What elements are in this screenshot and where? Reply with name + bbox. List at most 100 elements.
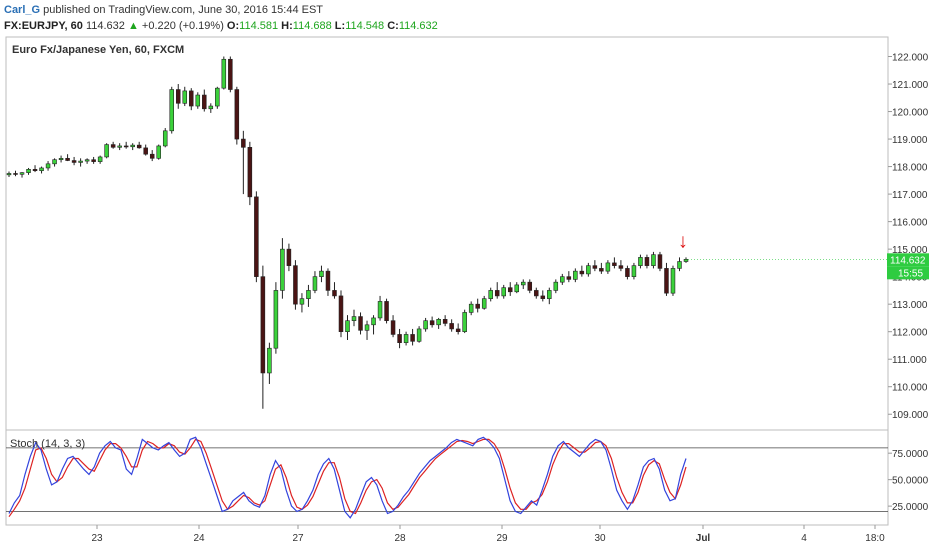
candles-layer	[6, 56, 888, 409]
time-tick-label: 18:0	[865, 533, 885, 544]
candle	[91, 156, 96, 164]
candle	[26, 167, 31, 175]
candle-body	[306, 290, 311, 299]
candle-body	[325, 270, 331, 291]
candle-body	[397, 334, 402, 343]
candle-body	[202, 94, 207, 110]
candle-body	[560, 276, 565, 283]
candle-body	[32, 169, 38, 172]
candle-body	[377, 301, 383, 319]
candle-body	[84, 159, 90, 162]
candle	[651, 251, 656, 269]
candle	[423, 317, 428, 332]
candle	[644, 254, 650, 269]
candle-body	[351, 316, 357, 321]
candle	[592, 260, 598, 272]
candle	[332, 282, 337, 299]
candle-body	[534, 290, 539, 297]
candle-body	[156, 145, 161, 159]
candle	[358, 312, 363, 335]
candle-body	[586, 265, 591, 275]
price-tick-label: 109.000	[892, 410, 929, 421]
last-price-label: 114.632	[890, 255, 926, 266]
candle	[670, 265, 676, 296]
candle-body	[117, 145, 122, 148]
candle	[540, 290, 546, 302]
candle	[377, 295, 383, 321]
candle	[410, 328, 415, 346]
candle	[429, 316, 435, 328]
candle-body	[208, 105, 214, 110]
candle	[58, 155, 64, 163]
candle-body	[573, 270, 578, 280]
candle	[547, 287, 552, 305]
candle-body	[319, 270, 324, 277]
candle	[273, 282, 279, 354]
candle-body	[384, 301, 389, 321]
candle-body	[267, 347, 272, 374]
candle	[657, 251, 663, 272]
candle-body	[540, 295, 546, 299]
candle	[260, 265, 266, 409]
candle-body	[664, 268, 669, 294]
candle	[195, 92, 201, 109]
time-tick-label: 28	[394, 533, 406, 544]
candle	[384, 298, 389, 324]
candle-body	[345, 320, 350, 332]
candle-body	[195, 94, 201, 107]
symbol-label[interactable]: FX:EURJPY, 60	[4, 20, 83, 32]
candle-body	[423, 320, 428, 330]
candle	[351, 309, 357, 327]
candle-body	[91, 159, 96, 162]
change-arrow-icon: ▲	[127, 20, 139, 32]
candle	[416, 326, 422, 343]
candle-body	[338, 295, 344, 332]
change-value: +0.220 (+0.19%)	[141, 20, 224, 32]
candle-body	[521, 281, 526, 286]
candle-body	[45, 163, 51, 169]
candle	[65, 154, 70, 162]
candle-body	[169, 89, 174, 132]
candle-body	[462, 312, 467, 332]
candle	[228, 56, 233, 93]
candle-body	[19, 172, 25, 175]
candle-body	[6, 173, 12, 176]
candle	[507, 282, 513, 296]
candle-body	[416, 328, 422, 342]
candle	[455, 323, 461, 335]
price-tick-label: 122.000	[892, 53, 929, 64]
candle-body	[475, 303, 480, 309]
candle	[136, 141, 142, 149]
candle	[338, 290, 344, 338]
candle-body	[215, 87, 220, 107]
candle	[13, 170, 18, 177]
candle	[579, 265, 585, 277]
candle	[625, 265, 630, 280]
high-value: 114.688	[292, 20, 332, 32]
candle-body	[547, 290, 552, 299]
candle-body	[579, 270, 585, 275]
candle	[553, 279, 559, 294]
candle	[475, 298, 480, 313]
time-tick-label: 23	[91, 533, 103, 544]
candle	[468, 301, 474, 316]
candle	[247, 141, 253, 206]
candle-body	[280, 248, 285, 291]
candle	[364, 320, 370, 340]
stoch-pane: 25.0000 50.0000 75.0000	[6, 436, 929, 519]
candle-body	[260, 276, 266, 374]
open-label: O:	[226, 20, 240, 32]
price-tick-label: 120.000	[892, 108, 929, 119]
candle-body	[52, 159, 57, 165]
candle	[527, 279, 533, 294]
candle-body	[332, 290, 337, 297]
candle-body	[390, 320, 396, 335]
candle	[397, 328, 402, 349]
candle	[664, 262, 669, 296]
candle	[436, 317, 441, 329]
author-link[interactable]: Carl_G	[4, 4, 41, 16]
candle-body	[241, 138, 246, 148]
candle	[560, 273, 565, 285]
candle-body	[644, 257, 650, 266]
